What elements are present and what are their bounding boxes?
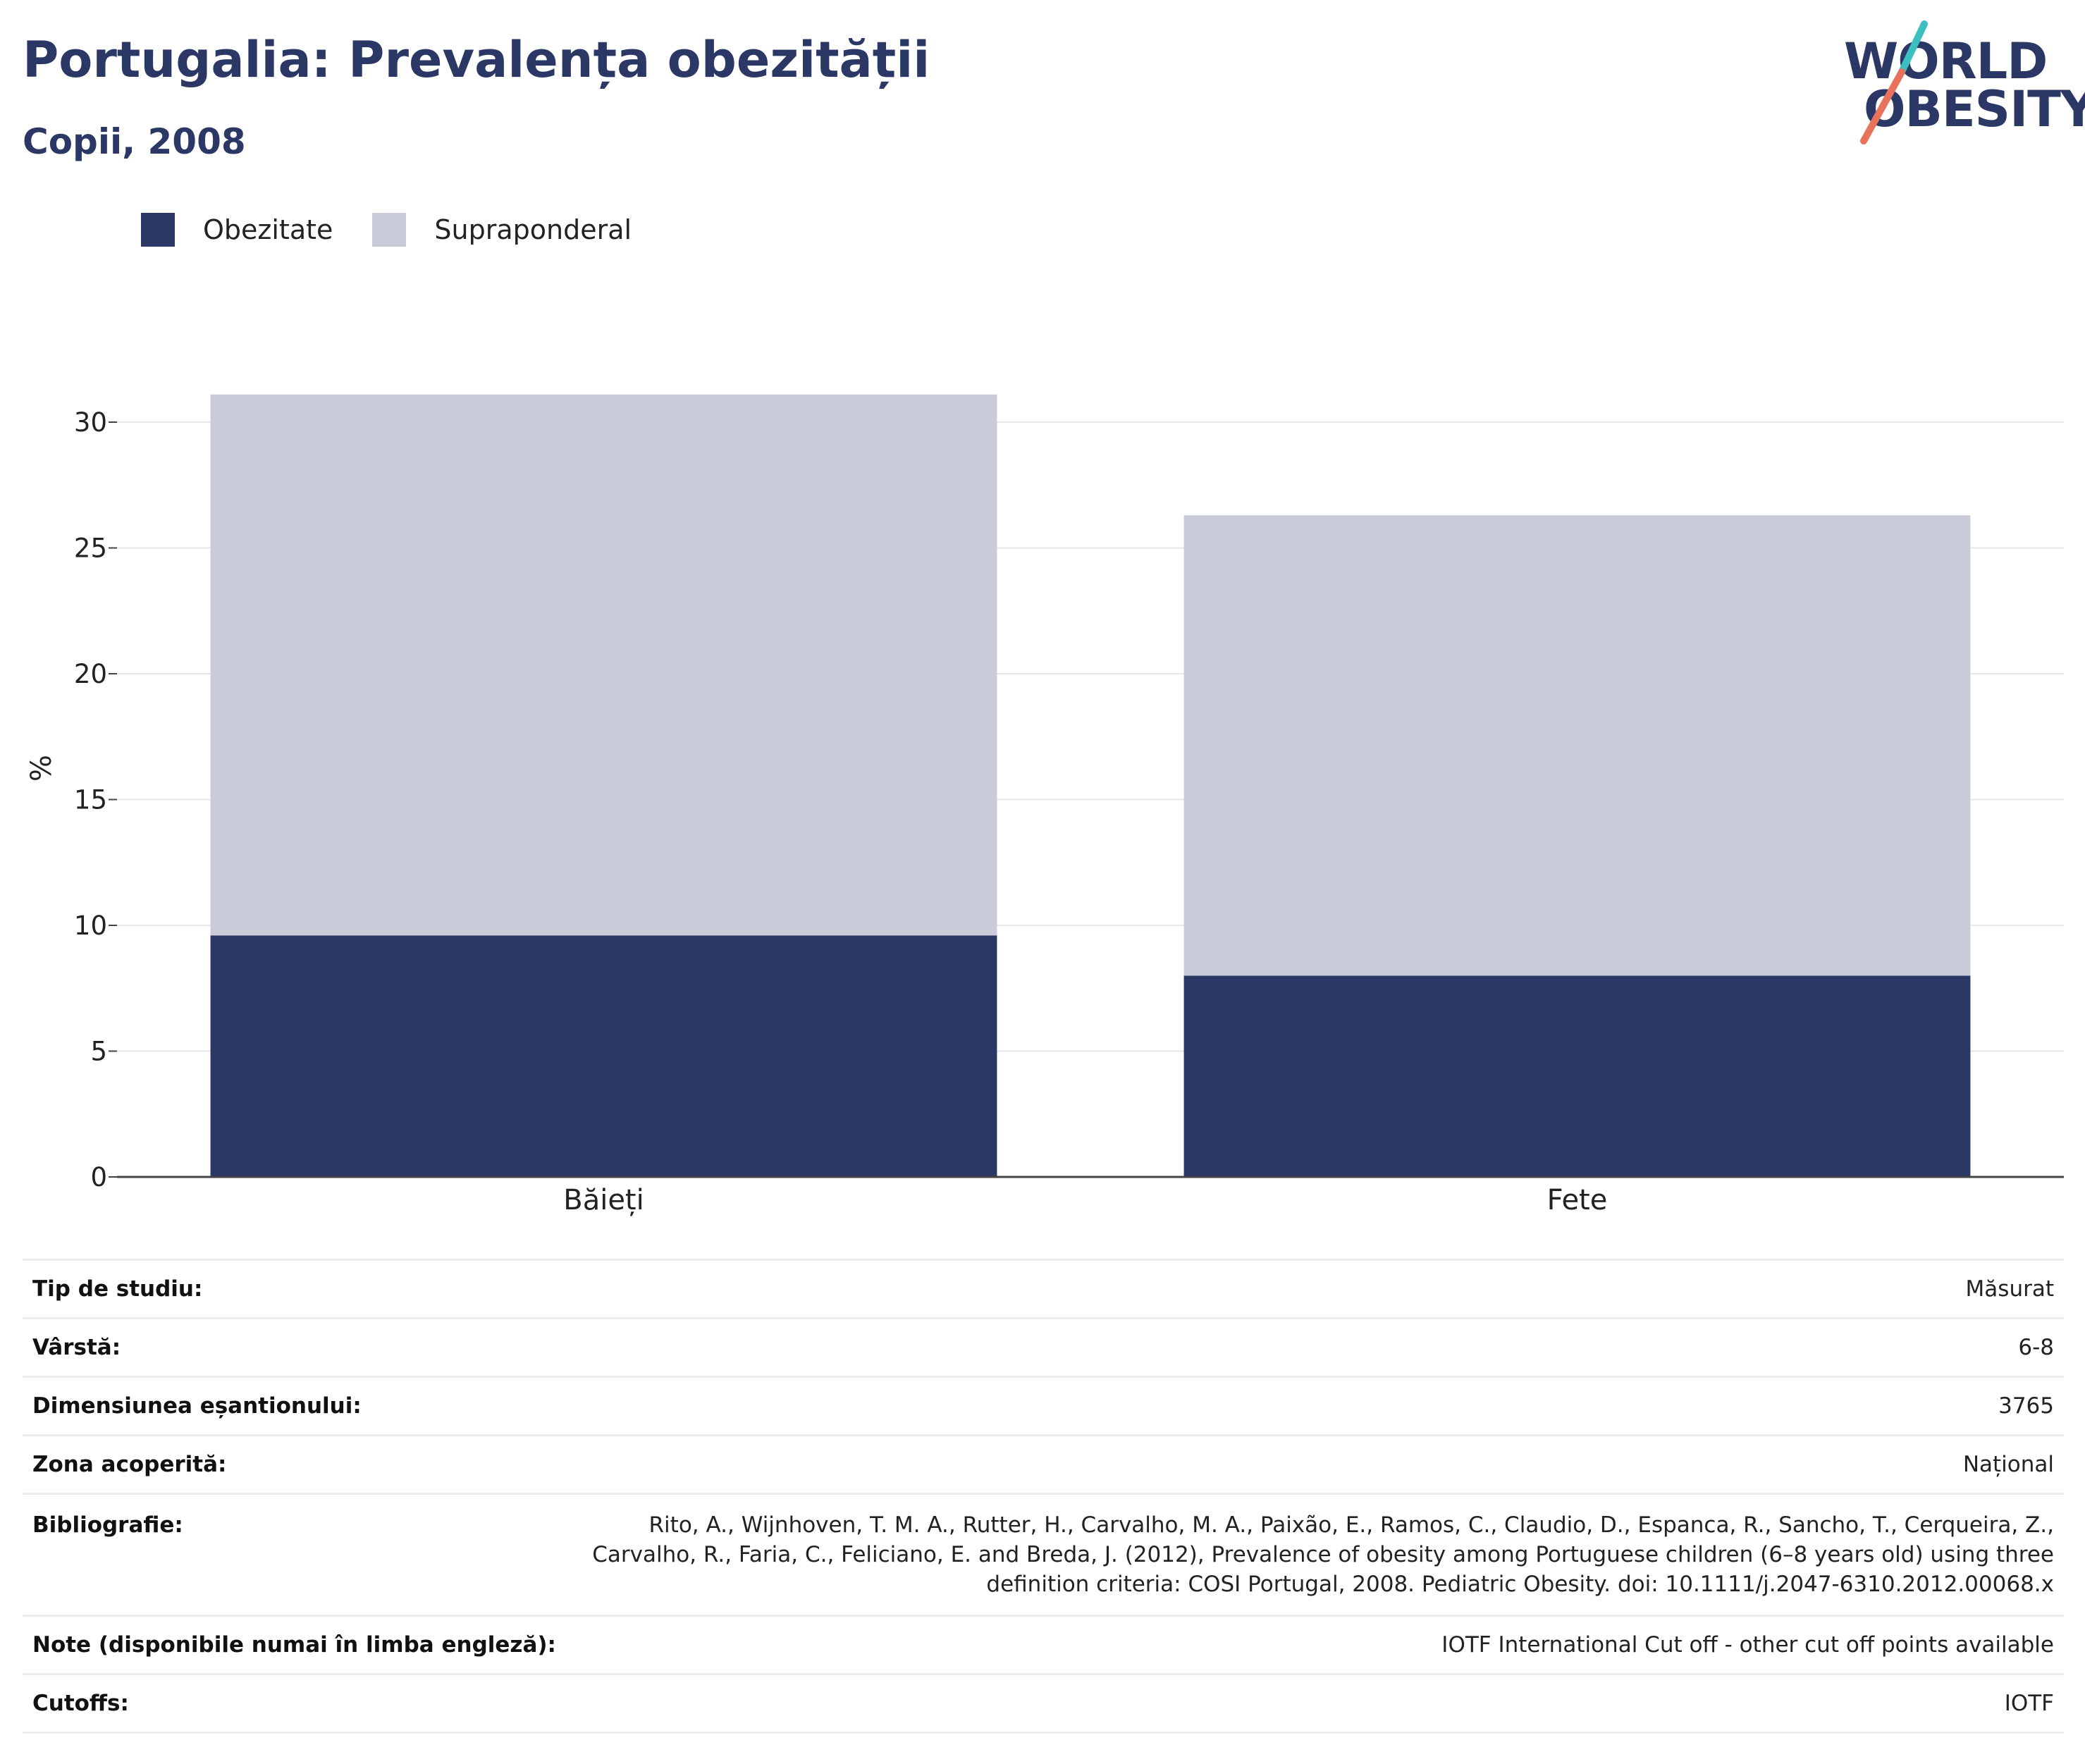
page-subtitle: Copii, 2008 xyxy=(23,121,246,162)
logo-line-2: OBESITY xyxy=(1864,80,2085,138)
y-axis-label: % xyxy=(25,755,58,782)
bar-supraponderal-0[interactable] xyxy=(210,394,997,936)
y-tick-label: 5 xyxy=(90,1037,107,1067)
info-row-study-type: Tip de studiu: Măsurat xyxy=(23,1261,2064,1319)
y-tick-label: 10 xyxy=(74,911,107,941)
y-tick-label: 0 xyxy=(90,1162,107,1192)
info-row-area-covered: Zona acoperită: Național xyxy=(23,1436,2064,1495)
info-row-cutoffs: Cutoffs: IOTF xyxy=(23,1675,2064,1734)
info-key: Zona acoperită: xyxy=(32,1452,227,1477)
study-info-table: Tip de studiu: Măsurat Vârstă: 6-8 Dimen… xyxy=(23,1259,2064,1734)
info-key: Note (disponibile numai în limba engleză… xyxy=(32,1632,556,1658)
chart-legend: Obezitate Supraponderal xyxy=(141,209,671,251)
info-row-sample-size: Dimensiunea eșantionului: 3765 xyxy=(23,1378,2064,1436)
info-value: 3765 xyxy=(1998,1393,2054,1419)
legend-label-obezitate: Obezitate xyxy=(203,214,333,245)
logo-slash-icon xyxy=(1860,20,1928,144)
y-tick-label: 20 xyxy=(74,659,107,689)
info-key: Tip de studiu: xyxy=(32,1276,203,1302)
page-title: Portugalia: Prevalența obezității xyxy=(23,31,930,89)
info-key: Bibliografie: xyxy=(32,1512,183,1538)
info-value: IOTF International Cut off - other cut o… xyxy=(1441,1632,2054,1658)
x-category-label: Fete xyxy=(1547,1184,1608,1216)
y-tick-label: 30 xyxy=(74,407,107,438)
bars xyxy=(210,394,1971,1177)
y-tick-label: 15 xyxy=(74,785,107,815)
logo-slash-top xyxy=(1898,20,1928,75)
info-key: Dimensiunea eșantionului: xyxy=(32,1393,362,1419)
legend-label-supraponderal: Supraponderal xyxy=(434,214,632,245)
info-value: Măsurat xyxy=(1965,1276,2054,1302)
legend-item-supraponderal[interactable]: Supraponderal xyxy=(372,213,632,247)
axes: 0 5 10 15 20 25 30 Băieți Fete xyxy=(74,407,2064,1216)
legend-swatch-obezitate xyxy=(141,213,175,247)
info-row-notes: Note (disponibile numai în limba engleză… xyxy=(23,1617,2064,1675)
info-key: Cutoffs: xyxy=(32,1691,129,1716)
logo-slash-bottom xyxy=(1860,68,1905,144)
info-value: 6-8 xyxy=(2018,1335,2054,1360)
y-tick-label: 25 xyxy=(74,533,107,564)
info-value: IOTF xyxy=(2004,1691,2054,1716)
bar-obezitate-0[interactable] xyxy=(210,935,997,1177)
info-key: Vârstă: xyxy=(32,1335,121,1360)
info-row-age: Vârstă: 6-8 xyxy=(23,1319,2064,1378)
stacked-bar-chart: 0 5 10 15 20 25 30 Băieți Fete % xyxy=(25,394,2064,1216)
world-obesity-logo: WORLD OBESITY xyxy=(1840,20,2085,147)
info-value: Național xyxy=(1962,1452,2054,1477)
info-value: Rito, A., Wijnhoven, T. M. A., Rutter, H… xyxy=(592,1512,2054,1597)
x-category-label: Băieți xyxy=(563,1184,644,1216)
bar-supraponderal-1[interactable] xyxy=(1183,515,1971,976)
logo-line-1: WORLD xyxy=(1844,32,2048,90)
legend-swatch-supraponderal xyxy=(372,213,407,247)
legend-item-obezitate[interactable]: Obezitate xyxy=(141,213,333,247)
bar-obezitate-1[interactable] xyxy=(1183,975,1971,1177)
info-row-bibliography: Bibliografie: Rito, A., Wijnhoven, T. M.… xyxy=(23,1495,2064,1617)
